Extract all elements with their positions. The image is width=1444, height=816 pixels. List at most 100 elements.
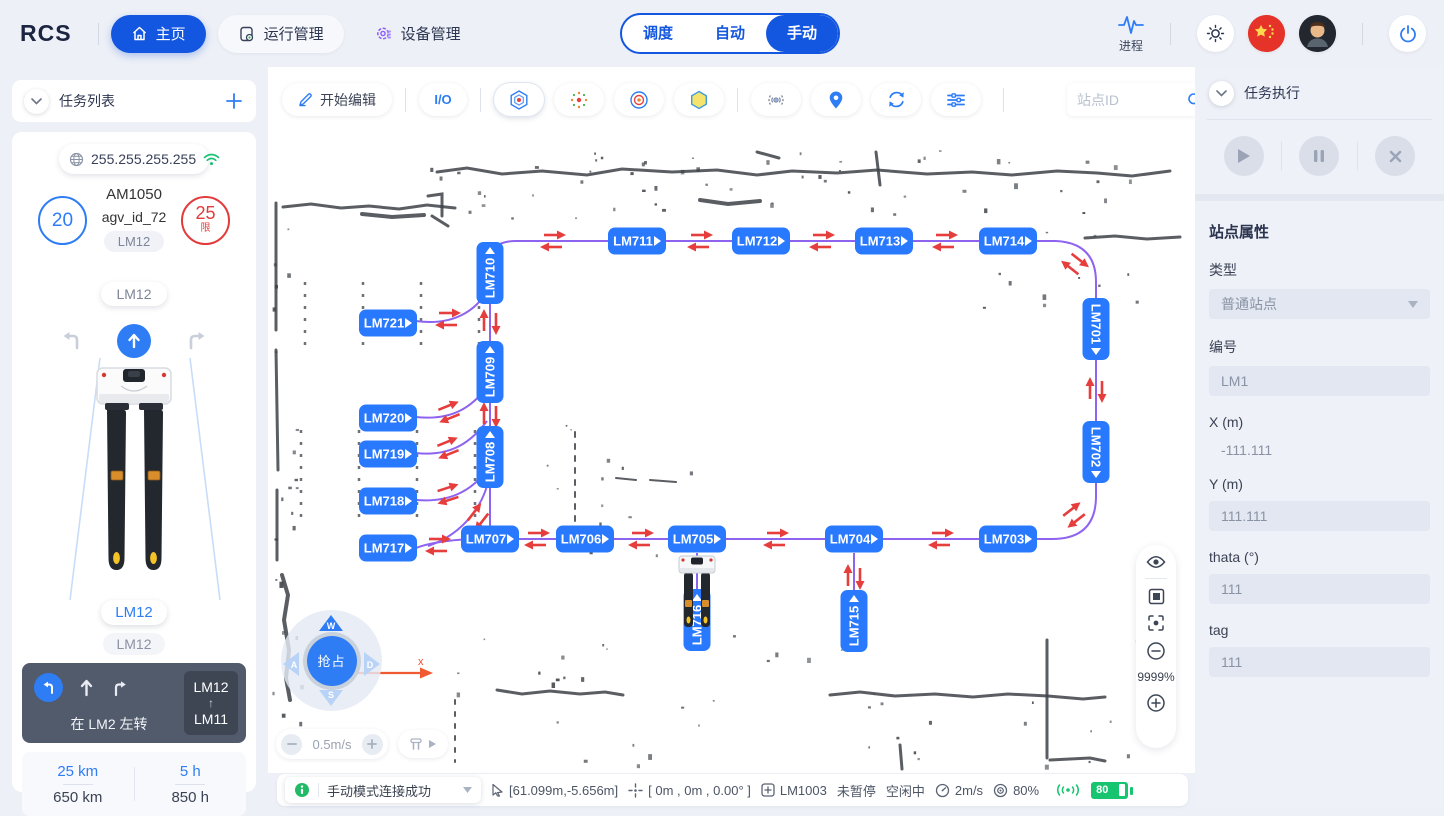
- target-layer-button[interactable]: [614, 83, 664, 116]
- zoom-out-icon[interactable]: [1146, 641, 1166, 661]
- tab-dispatch[interactable]: 调度: [642, 25, 673, 42]
- radar-button[interactable]: [751, 83, 801, 116]
- tag-field[interactable]: 111: [1209, 647, 1430, 677]
- joystick-right[interactable]: D: [361, 649, 383, 679]
- visibility-button[interactable]: [1146, 555, 1166, 569]
- nav-devices[interactable]: 设备管理: [354, 15, 481, 53]
- current-station: LM1003: [761, 783, 827, 798]
- stop-button[interactable]: [1375, 136, 1416, 176]
- map-speckle: [534, 166, 539, 169]
- status-message-dropdown[interactable]: 手动模式连接成功: [285, 777, 481, 803]
- refresh-button[interactable]: [871, 83, 921, 116]
- map-speckle: [839, 160, 843, 163]
- station-node[interactable]: LM714: [979, 227, 1037, 255]
- edit-map-label: 开始编辑: [320, 91, 376, 108]
- station-node[interactable]: LM718: [359, 487, 417, 515]
- station-node[interactable]: LM713: [855, 227, 913, 255]
- joystick-left[interactable]: A: [280, 649, 302, 679]
- tab-auto[interactable]: 自动: [714, 25, 745, 42]
- station-node[interactable]: LM701: [1082, 298, 1110, 360]
- filter-button[interactable]: [931, 83, 981, 116]
- fork-control[interactable]: [398, 730, 448, 758]
- code-field[interactable]: LM1: [1209, 366, 1430, 396]
- station-node[interactable]: LM712: [732, 227, 790, 255]
- collapse-icon[interactable]: [24, 88, 49, 114]
- station-node[interactable]: LM719: [359, 440, 417, 468]
- power-icon: [1398, 24, 1418, 44]
- joystick-down[interactable]: S: [316, 687, 346, 709]
- theme-toggle[interactable]: [1197, 15, 1234, 52]
- map-speckle: [606, 648, 608, 650]
- laser-layer-button[interactable]: [554, 83, 604, 116]
- agv-ip[interactable]: 255.255.255.255: [59, 144, 220, 174]
- play-button[interactable]: [1223, 136, 1264, 176]
- turn-forward-icon[interactable]: [183, 328, 209, 354]
- theta-field[interactable]: 111: [1209, 574, 1430, 604]
- focus-button[interactable]: [1147, 614, 1165, 632]
- station-layer-icon: [508, 89, 530, 111]
- layers-button[interactable]: [1148, 588, 1165, 605]
- top-navbar: RCS 主页 运行管理 设备管理 调度 自动 手动 进程: [0, 0, 1444, 67]
- language-flag[interactable]: [1248, 15, 1285, 52]
- collapse-icon[interactable]: [1209, 80, 1234, 106]
- agv-marker[interactable]: [678, 555, 716, 627]
- navbar-right: 进程: [1118, 0, 1426, 67]
- type-select[interactable]: 普通站点: [1209, 289, 1430, 319]
- station-node[interactable]: LM707: [461, 525, 519, 553]
- svg-text:LM708: LM708: [483, 442, 498, 482]
- map-speckle: [696, 167, 701, 172]
- exec-buttons: [1209, 120, 1430, 192]
- station-node[interactable]: LM709: [476, 341, 504, 403]
- turn-back-icon[interactable]: [59, 328, 85, 354]
- speed-minus-button[interactable]: [281, 733, 302, 755]
- nav-home[interactable]: 主页: [110, 14, 206, 53]
- go-straight-icon[interactable]: [117, 324, 151, 358]
- path-arrow-pair: [687, 230, 713, 252]
- map-speckle: [632, 743, 635, 747]
- path-arrow-pair: [1061, 252, 1089, 276]
- pause-button[interactable]: [1299, 136, 1340, 176]
- station-node[interactable]: LM703: [979, 525, 1037, 553]
- map-canvas[interactable]: [268, 67, 1195, 773]
- divider: [1362, 22, 1363, 45]
- pin-button[interactable]: [811, 83, 861, 116]
- area-layer-button[interactable]: [674, 83, 724, 116]
- nav-operations[interactable]: 运行管理: [217, 14, 344, 53]
- station-node[interactable]: LM711: [608, 227, 666, 255]
- map-speckle: [662, 208, 666, 212]
- edit-map-button[interactable]: 开始编辑: [282, 83, 392, 116]
- zoom-in-icon[interactable]: [1146, 693, 1166, 713]
- station-search-input[interactable]: [1077, 91, 1181, 108]
- station-node[interactable]: LM708: [476, 426, 504, 488]
- io-label: I/O: [434, 92, 452, 107]
- station-node[interactable]: LM704: [825, 525, 883, 553]
- speed-plus-button[interactable]: [361, 733, 383, 755]
- station-layer-button[interactable]: [494, 83, 544, 116]
- add-task-icon[interactable]: [224, 91, 244, 111]
- flag-icon: [1248, 15, 1285, 52]
- tab-manual[interactable]: 手动: [766, 15, 838, 52]
- station-node[interactable]: LM710: [476, 242, 504, 304]
- cursor-position-value: [61.099m,-5.656m]: [509, 782, 619, 798]
- map-speckle: [680, 169, 685, 175]
- station-node[interactable]: LM717: [359, 534, 417, 562]
- seize-button[interactable]: 抢占: [306, 635, 357, 686]
- map-speckle: [642, 189, 646, 193]
- map-speckle: [1128, 179, 1132, 185]
- path-arrow-pair: [437, 482, 459, 506]
- station-node[interactable]: LM720: [359, 404, 417, 432]
- map-speckle: [1135, 300, 1139, 304]
- station-node[interactable]: LM715: [840, 590, 868, 652]
- robot-pose-value: [ 0m , 0m , 0.00° ]: [648, 782, 751, 798]
- y-field[interactable]: 111.111: [1209, 501, 1430, 531]
- station-node[interactable]: LM705: [668, 525, 726, 553]
- avatar[interactable]: [1299, 15, 1336, 52]
- station-node[interactable]: LM721: [359, 309, 417, 337]
- process-button[interactable]: 进程: [1118, 14, 1144, 54]
- station-node[interactable]: LM706: [556, 525, 614, 553]
- joystick-up[interactable]: W: [316, 612, 346, 634]
- io-button[interactable]: I/O: [419, 83, 467, 116]
- station-node[interactable]: LM702: [1082, 421, 1110, 483]
- map-speckle: [839, 170, 841, 172]
- power-button[interactable]: [1389, 15, 1426, 52]
